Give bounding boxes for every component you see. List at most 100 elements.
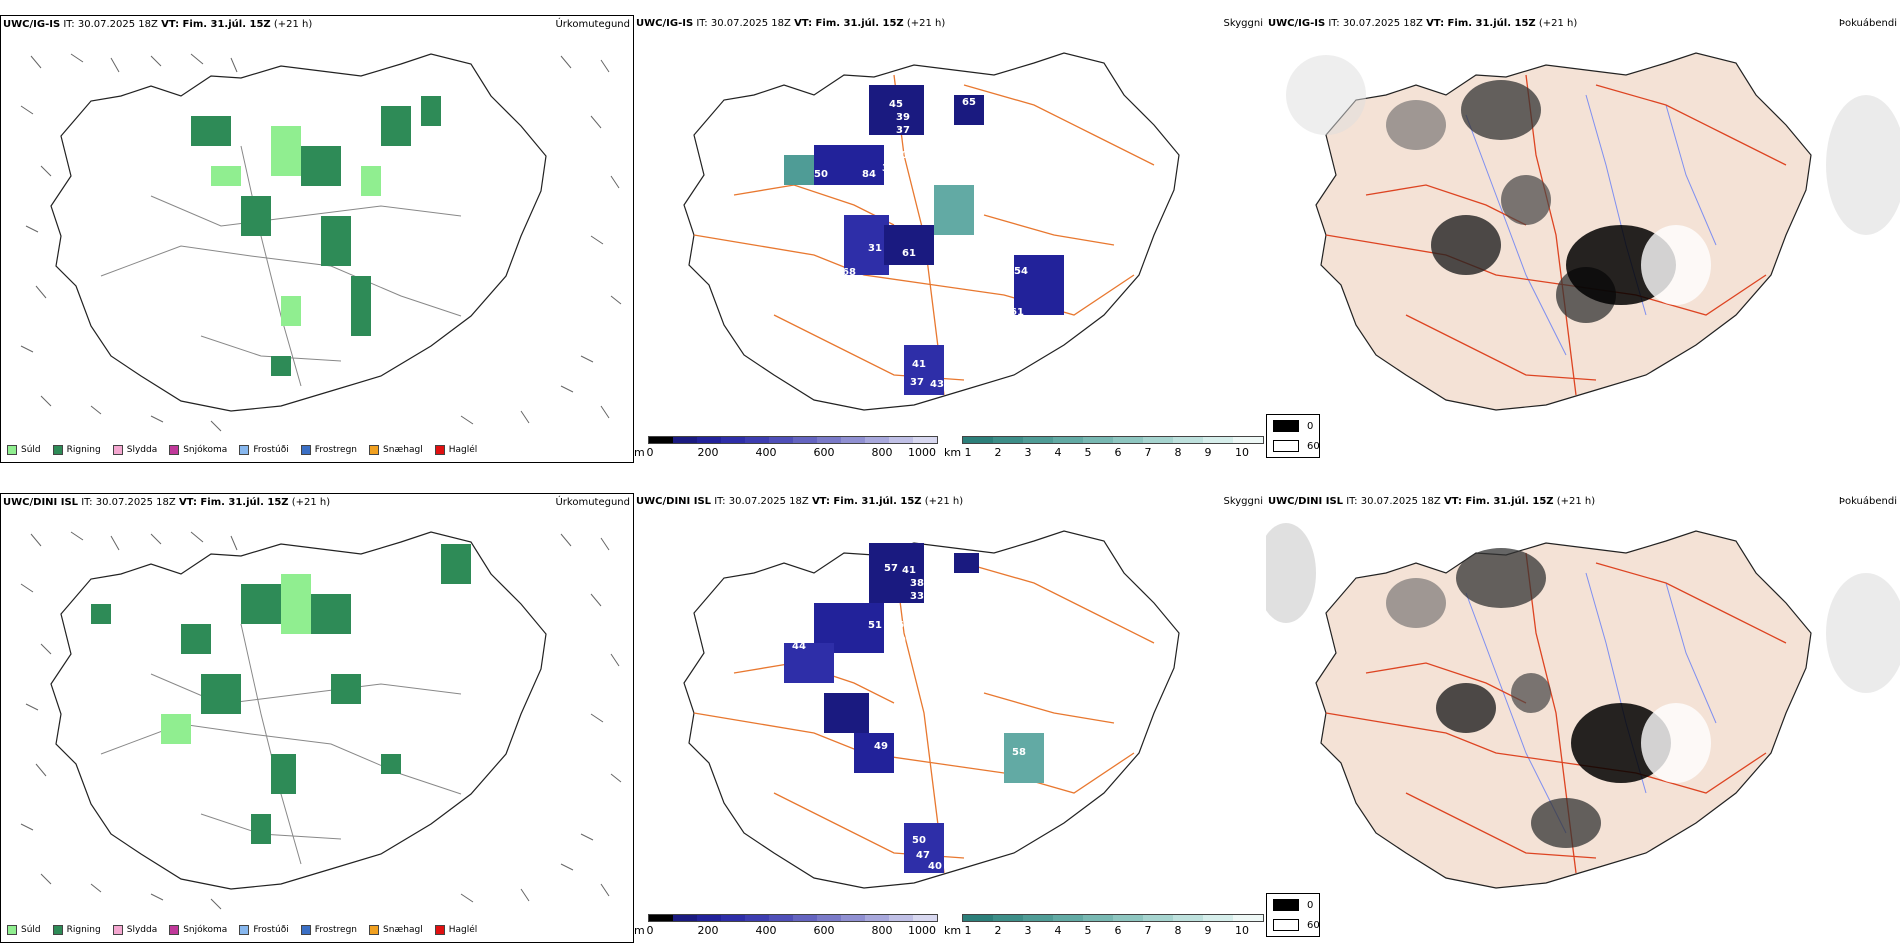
- precip-type-map: [20, 53, 622, 432]
- legend-item: Snæhagl: [369, 445, 423, 455]
- precip-areas: [91, 544, 471, 844]
- precip-type-label: Úrkomutegund: [555, 497, 630, 508]
- fog-index-legend: 0 60: [1266, 414, 1320, 458]
- cloud-base-tick: 400: [755, 924, 777, 937]
- legend-swatch: [112, 925, 123, 935]
- precip-areas: [191, 96, 441, 376]
- legend-item: Haglél: [434, 445, 477, 455]
- roads: [100, 623, 462, 865]
- panel-title: UWC/IG-IS IT: 30.07.2025 18Z VT: Fim. 31…: [1268, 18, 1578, 29]
- wind-barbs: [20, 531, 622, 910]
- legend-item: Súld: [7, 445, 41, 455]
- cloud-base-value: 33: [910, 591, 924, 602]
- visibility-tick: 10: [1235, 924, 1249, 937]
- visibility-label: Skyggni: [1223, 496, 1263, 507]
- visibility-tick: 2: [994, 446, 1002, 459]
- cloud-base-strip: [648, 914, 938, 922]
- fog-legend-row: 0: [1273, 899, 1313, 911]
- cloud-base-value: 39: [896, 112, 910, 123]
- cloud-base-value: 43: [930, 379, 944, 390]
- cloud-base-value: 41: [902, 565, 916, 576]
- cloud-base-colorbar: m 0 200 400 600 800 1000: [634, 436, 938, 460]
- cloud-base-value: 85: [846, 685, 860, 696]
- cloud-base-value: 37: [910, 377, 924, 388]
- legend-item: Slydda: [112, 925, 157, 935]
- cloud-base-visibility-panel-top: UWC/IG-IS IT: 30.07.2025 18Z VT: Fim. 31…: [634, 15, 1266, 465]
- legend-item: Snjókoma: [169, 445, 227, 455]
- cloud-base-value: 96: [899, 635, 913, 646]
- legend-item: Snjókoma: [169, 925, 227, 935]
- legend-item: Frostúði: [239, 445, 289, 455]
- legend-item: Frostregn: [300, 445, 357, 455]
- legend-item: Haglél: [434, 925, 477, 935]
- legend-item: Frostregn: [300, 925, 357, 935]
- precip-type-panel-bottom: UWC/DINI ISL IT: 30.07.2025 18Z VT: Fim.…: [0, 493, 634, 943]
- cloud-base-map: 57 41 38 33 56 58 96 73 81 51 44 85 51 4…: [683, 530, 1180, 889]
- legend-item: Rigning: [52, 445, 101, 455]
- cloud-base-tick: 400: [755, 446, 777, 459]
- precip-type-label: Úrkomutegund: [555, 19, 630, 30]
- cloud-base-value: 51: [830, 682, 844, 693]
- fog-legend-swatch: [1273, 919, 1299, 931]
- cloud-base-map: 45 39 37 40 38 84 83 35 50 39 31 61 54 6…: [683, 52, 1180, 411]
- cloud-base-visibility-panel-bottom: UWC/DINI ISL IT: 30.07.2025 18Z VT: Fim.…: [634, 493, 1266, 943]
- visibility-tick: 3: [1024, 924, 1032, 937]
- cloud-base-value: 57: [884, 563, 898, 574]
- precip-type-map: [20, 531, 622, 910]
- visibility-colorbar: km 1 2 3 4 5 6 7 8 9 10: [944, 436, 1266, 460]
- cloud-base-value: 50: [814, 169, 828, 180]
- cloud-base-value: 39: [892, 723, 906, 734]
- fog-legend-row: 0: [1273, 420, 1313, 432]
- cloud-base-labels: 57 41 38 33 56 58 96 73 81 51 44 85 51 4…: [792, 563, 1026, 872]
- roads: [1325, 74, 1787, 396]
- visibility-tick: 6: [1114, 446, 1122, 459]
- fog-index-legend: 0 60: [1266, 893, 1320, 937]
- fog-legend-row: 60: [1273, 440, 1320, 452]
- legend-swatch: [239, 445, 250, 455]
- wind-barbs: [20, 53, 622, 432]
- fog-legend-row: 60: [1273, 919, 1320, 931]
- visibility-tick: 7: [1144, 924, 1152, 937]
- visibility-colorbar: km 1 2 3 4 5 6 7 8 9 10: [944, 914, 1266, 938]
- cloud-base-value: 39: [828, 217, 842, 228]
- visibility-tick: 8: [1174, 446, 1182, 459]
- cloud-base-tick: 800: [871, 446, 893, 459]
- visibility-tick: 4: [1054, 446, 1062, 459]
- visibility-tick: 8: [1174, 924, 1182, 937]
- roads: [100, 145, 462, 387]
- cloud-base-tick: 800: [871, 924, 893, 937]
- legend-swatch: [7, 445, 17, 455]
- legend-swatch: [112, 445, 123, 455]
- cloud-base-value: 41: [912, 359, 926, 370]
- visibility-tick: 5: [1084, 446, 1092, 459]
- fog-index-panel-top: UWC/IG-IS IT: 30.07.2025 18Z VT: Fim. 31…: [1266, 15, 1900, 465]
- cloud-base-tick: 600: [813, 924, 835, 937]
- cloud-base-tick: 1000: [908, 924, 936, 937]
- cloud-base-strip: [648, 436, 938, 444]
- legend-item: Snæhagl: [369, 925, 423, 935]
- cloud-base-value: 61: [902, 248, 916, 259]
- fog-index-map: [1286, 52, 1900, 411]
- visibility-tick: 1: [964, 924, 972, 937]
- visibility-unit: km: [944, 924, 962, 937]
- cloud-base-value: 40: [928, 861, 942, 872]
- cloud-base-value: 56: [890, 620, 904, 631]
- fog-index-panel-bottom: UWC/DINI ISL IT: 30.07.2025 18Z VT: Fim.…: [1266, 493, 1900, 943]
- iceland-outline: [683, 530, 1180, 889]
- visibility-tick: 7: [1144, 446, 1152, 459]
- visibility-tick: 4: [1054, 924, 1062, 937]
- visibility-tick: 9: [1204, 446, 1212, 459]
- legend-swatch: [434, 925, 445, 935]
- visibility-tick: 1: [964, 446, 972, 459]
- visibility-strip: [962, 436, 1264, 444]
- fog-areas: [1286, 55, 1900, 323]
- cloud-base-value: 83: [914, 179, 928, 190]
- cloud-base-value: 50: [912, 835, 926, 846]
- visibility-label: Skyggni: [1223, 18, 1263, 29]
- visibility-tick: 6: [1114, 924, 1122, 937]
- cloud-base-value: 54: [1014, 266, 1028, 277]
- legend-swatch: [169, 925, 180, 935]
- legend-swatch: [52, 925, 63, 935]
- fog-areas: [1266, 523, 1900, 848]
- cloud-base-colorbar: m 0 200 400 600 800 1000: [634, 914, 938, 938]
